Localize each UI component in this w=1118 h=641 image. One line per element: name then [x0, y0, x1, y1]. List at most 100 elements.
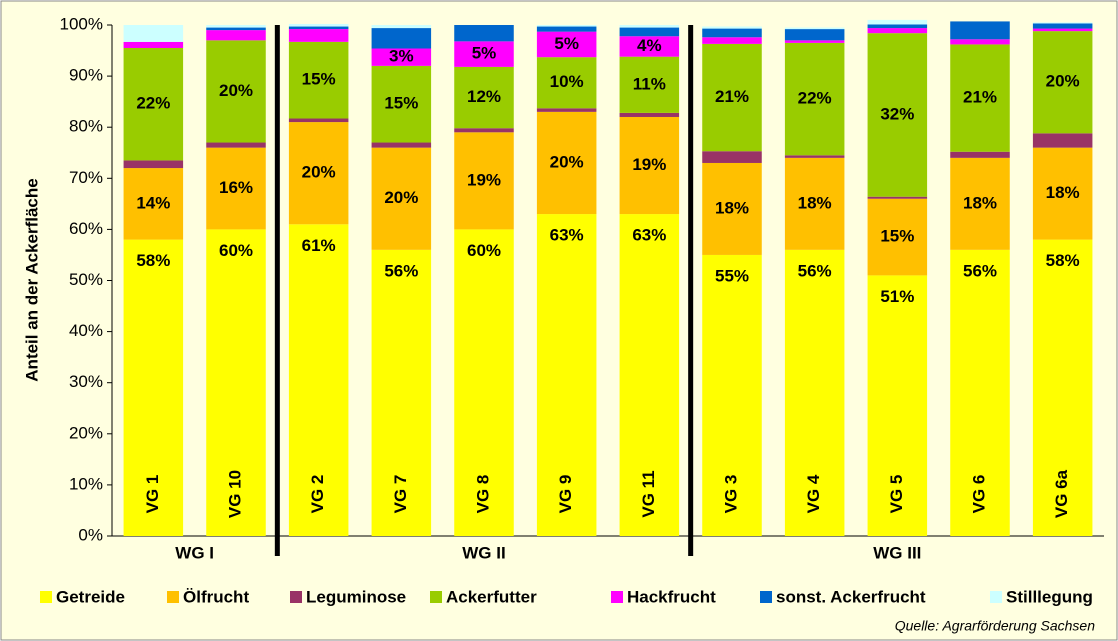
legend-label: Ackerfutter	[446, 587, 537, 606]
data-label: 19%	[632, 155, 666, 174]
bar-segment	[371, 142, 432, 148]
bar-segment	[619, 116, 680, 215]
bar-segment	[784, 27, 845, 30]
legend-label: Hackfrucht	[627, 587, 716, 606]
group-label: WG III	[873, 543, 921, 562]
y-tick-label: 70%	[69, 168, 103, 187]
data-label: 61%	[302, 236, 336, 255]
data-label: 18%	[715, 198, 749, 217]
bar-segment	[1032, 28, 1093, 32]
x-tick-label: VG 4	[804, 474, 823, 513]
bar-segment	[1032, 22, 1093, 24]
bar-segment	[206, 147, 266, 230]
data-label: 60%	[219, 241, 253, 260]
x-tick-label: VG 1	[143, 475, 162, 514]
y-tick-label: 30%	[69, 372, 103, 391]
data-label: 15%	[880, 227, 914, 246]
bar-segment	[702, 162, 762, 255]
data-label: 56%	[963, 261, 997, 280]
bar-segment	[536, 111, 597, 215]
bar-segment	[123, 47, 184, 161]
legend-swatch	[990, 591, 1002, 603]
bar-segment	[619, 112, 680, 117]
x-tick-label: VG 6a	[1052, 469, 1071, 518]
bar-segment	[950, 249, 1010, 536]
data-label: 58%	[136, 251, 170, 270]
bar-segment	[784, 40, 845, 43]
x-tick-label: VG 3	[721, 475, 740, 514]
bar-segment	[702, 151, 762, 163]
legend-label: Ölfrucht	[183, 587, 249, 606]
bar-segment	[371, 25, 432, 29]
data-label: 20%	[384, 188, 418, 207]
data-label: 22%	[136, 94, 170, 113]
data-label: 21%	[963, 88, 997, 107]
x-tick-label: VG 6	[969, 475, 988, 514]
x-tick-label: VG 11	[639, 470, 658, 517]
y-tick-label: 90%	[69, 66, 103, 85]
data-label: 18%	[1046, 183, 1080, 202]
data-label: 3%	[389, 47, 414, 66]
bar-segment	[702, 26, 762, 29]
bar-segment	[867, 198, 928, 276]
y-tick-label: 0%	[78, 525, 103, 544]
bar-segment	[950, 44, 1010, 152]
legend-label: Getreide	[56, 587, 125, 606]
legend-swatch	[611, 591, 623, 603]
bar-segment	[536, 25, 597, 27]
y-tick-label: 40%	[69, 321, 103, 340]
data-label: 18%	[963, 193, 997, 212]
bar-segment	[702, 254, 762, 536]
legend-label: Leguminose	[306, 587, 406, 606]
bar-segment	[288, 26, 349, 30]
bar-segment	[536, 26, 597, 32]
bar-segment	[784, 155, 845, 158]
y-tick-label: 60%	[69, 219, 103, 238]
bar-segment	[454, 229, 514, 536]
y-tick-label: 100%	[60, 14, 103, 33]
bar-segment	[619, 56, 680, 113]
bar-segment	[536, 214, 597, 536]
bar-segment	[1032, 31, 1093, 134]
y-tick-label: 80%	[69, 117, 103, 136]
legend-swatch	[290, 591, 302, 603]
data-label: 20%	[219, 81, 253, 100]
bar-segment	[123, 239, 184, 536]
x-tick-label: VG 9	[556, 475, 575, 514]
data-label: 63%	[632, 226, 666, 245]
data-label: 32%	[880, 104, 914, 123]
bar-segment	[867, 275, 928, 536]
bar-segment	[371, 249, 432, 536]
bar-segment	[950, 39, 1010, 45]
data-label: 20%	[550, 152, 584, 171]
bar-segment	[867, 196, 928, 199]
bar-segment	[784, 249, 845, 536]
data-label: 20%	[1046, 72, 1080, 91]
bar-segment	[867, 24, 928, 29]
bar-segment	[454, 25, 514, 42]
bar-segment	[950, 151, 1010, 158]
bar-segment	[867, 33, 928, 197]
bar-segment	[1032, 133, 1093, 148]
y-axis-label: Anteil an der Ackerfläche	[22, 178, 41, 381]
data-label: 63%	[550, 226, 584, 245]
data-label: 12%	[467, 87, 501, 106]
legend-swatch	[167, 591, 179, 603]
bar-segment	[454, 41, 514, 67]
data-label: 18%	[798, 193, 832, 212]
data-label: 19%	[467, 170, 501, 189]
bar-segment	[619, 25, 680, 28]
bar-segment	[288, 224, 349, 537]
bar-segment	[1032, 147, 1093, 240]
data-label: 11%	[633, 74, 666, 93]
data-label: 51%	[880, 287, 914, 306]
x-tick-label: VG 10	[225, 470, 244, 518]
data-label: 15%	[302, 70, 336, 89]
y-tick-label: 20%	[69, 423, 103, 442]
data-label: 21%	[715, 87, 749, 106]
data-label: 4%	[637, 36, 662, 55]
data-label: 58%	[1046, 251, 1080, 270]
legend-label: Stilllegung	[1006, 587, 1093, 606]
x-tick-label: VG 7	[391, 475, 410, 514]
bar-segment	[206, 142, 266, 148]
